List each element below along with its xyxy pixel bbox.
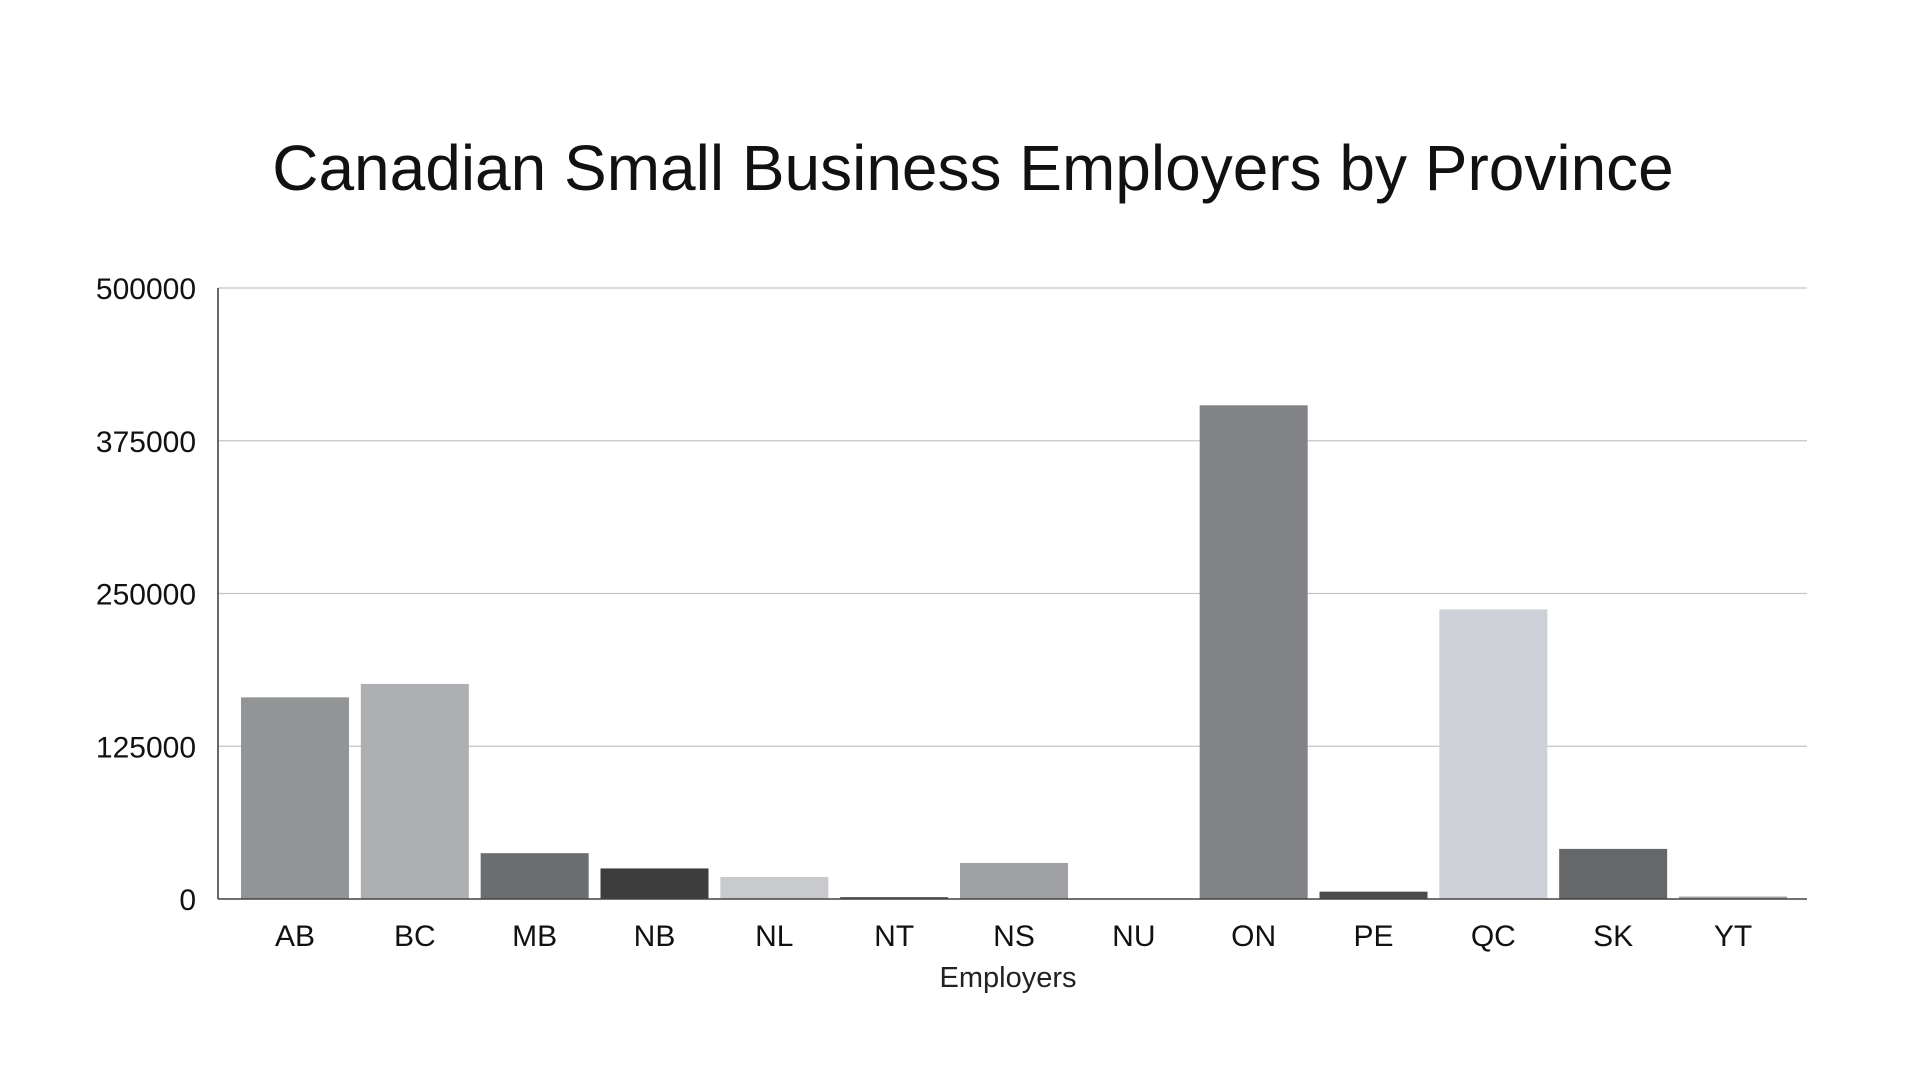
y-tick-label: 0 <box>179 884 196 917</box>
chart-title: Canadian Small Business Employers by Pro… <box>272 132 1674 204</box>
x-tick-label-bc: BC <box>394 920 436 953</box>
y-tick-label: 125000 <box>96 731 196 764</box>
x-tick-label-mb: MB <box>512 920 557 953</box>
gridlines <box>218 287 1807 747</box>
x-tick-label-on: ON <box>1231 920 1276 953</box>
x-tick-label-nu: NU <box>1112 920 1155 953</box>
x-tick-label-qc: QC <box>1471 920 1516 953</box>
bar-mb <box>480 853 589 899</box>
bar-bc <box>360 683 469 899</box>
x-tick-label-nt: NT <box>874 920 914 953</box>
x-tick-label-yt: YT <box>1714 920 1752 953</box>
bar-qc <box>1439 609 1548 899</box>
bar-nb <box>600 868 709 899</box>
bar-sk <box>1559 848 1668 899</box>
x-tick-label-ns: NS <box>993 920 1035 953</box>
x-axis-label: Employers <box>940 962 1077 994</box>
bar-ns <box>960 862 1068 899</box>
bars <box>241 405 1787 899</box>
y-tick-label: 500000 <box>96 273 196 306</box>
x-tick-label-ab: AB <box>275 920 315 953</box>
bar-ab <box>241 697 349 899</box>
y-tick-label: 250000 <box>96 579 196 612</box>
x-tick-label-nb: NB <box>634 920 676 953</box>
x-tick-labels: AB BC MB NB NL NT NS NU ON PE QC SK YT <box>275 920 1752 953</box>
bar-pe <box>1319 891 1428 899</box>
axes <box>217 288 1807 900</box>
y-tick-label: 375000 <box>96 426 196 459</box>
bar-yt <box>1679 896 1787 899</box>
x-tick-label-nl: NL <box>755 920 793 953</box>
x-tick-label-pe: PE <box>1353 920 1393 953</box>
y-tick-labels: 0 125000 250000 375000 500000 <box>96 273 196 917</box>
bar-on <box>1199 405 1308 899</box>
bar-nl <box>720 877 829 899</box>
x-tick-label-sk: SK <box>1593 920 1633 953</box>
bar-nt <box>840 897 949 899</box>
